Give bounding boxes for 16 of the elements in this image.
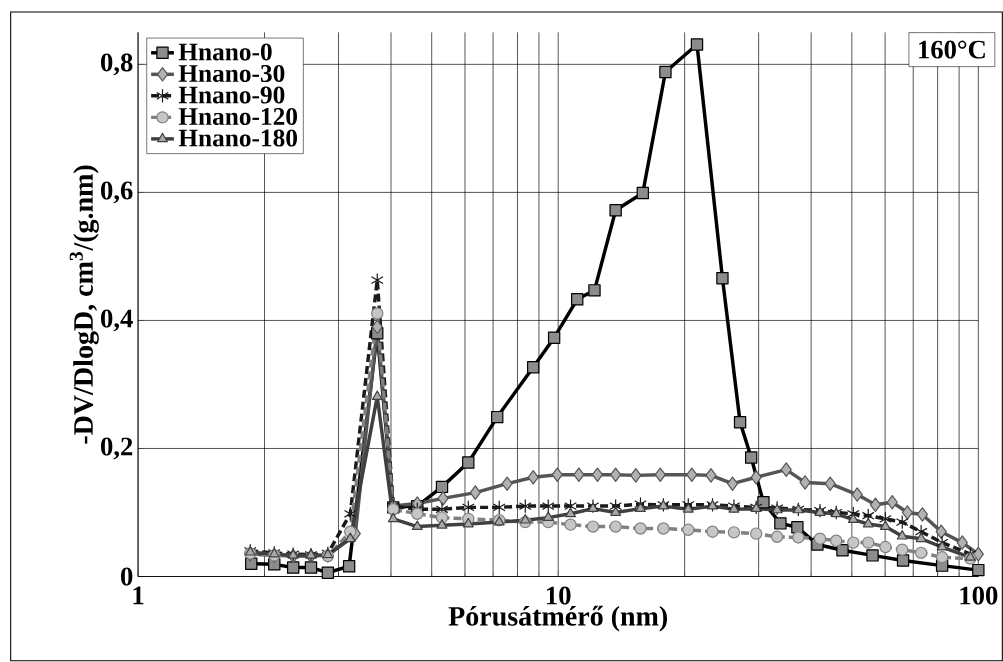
y-tick-label: 0 bbox=[121, 567, 133, 586]
annotation: 160°C bbox=[919, 40, 985, 59]
y-axis-title: -DV/DlogD, cm$^{3}$/(g.nm) bbox=[69, 165, 99, 444]
legend-label: Hnano-90 bbox=[178, 86, 285, 104]
y-tick-label: 0,8 bbox=[101, 53, 133, 76]
legend-label: Hnano-0 bbox=[178, 43, 272, 61]
y-tick-label: 0,6 bbox=[101, 181, 133, 204]
x-tick-label: 10 bbox=[546, 586, 571, 605]
x-tick-label: 100 bbox=[960, 586, 998, 605]
x-axis-title: Pórusátmérő (nm) bbox=[448, 605, 667, 632]
legend-label: Hnano-120 bbox=[178, 108, 297, 126]
y-tick-label: 0,2 bbox=[101, 437, 133, 460]
y-tick-label: 0,4 bbox=[101, 309, 133, 332]
x-tick-label: 1 bbox=[133, 586, 144, 605]
legend-label: Hnano-30 bbox=[178, 65, 285, 83]
legend-label: Hnano-180 bbox=[178, 129, 297, 147]
